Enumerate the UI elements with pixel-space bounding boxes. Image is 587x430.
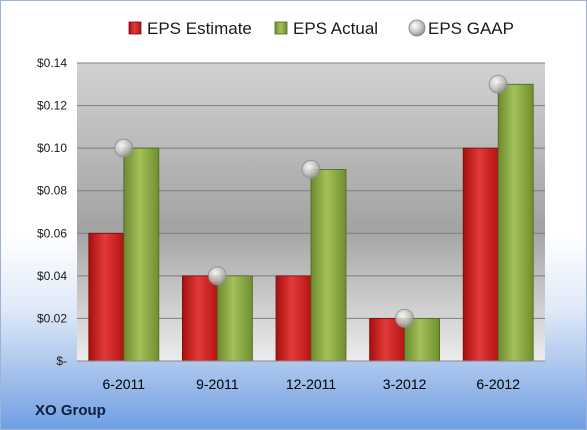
y-tick-label: $0.10 xyxy=(37,141,67,155)
x-tick-label: 9-2011 xyxy=(196,376,239,392)
y-tick-label: $0.08 xyxy=(37,184,67,198)
legend-item-eps-gaap-label: EPS GAAP xyxy=(428,19,514,38)
legend-item-eps-actual-label: EPS Actual xyxy=(293,19,378,38)
x-tick-label: 6-2012 xyxy=(476,376,520,392)
bar-eps-actual xyxy=(216,275,253,362)
legend-item-eps-gaap-swatch xyxy=(408,19,426,37)
gaap-markers xyxy=(114,74,508,328)
y-tick-label: $0.12 xyxy=(37,99,67,113)
bar-eps-estimate xyxy=(462,147,499,362)
y-tick-label: $0.04 xyxy=(37,269,67,283)
y-tick-label: $0.06 xyxy=(37,226,67,240)
bar-eps-estimate xyxy=(275,275,312,362)
x-tick-label: 3-2012 xyxy=(383,376,427,392)
marker-eps-gaap xyxy=(114,138,134,158)
company-name: XO Group xyxy=(35,402,106,419)
bar-eps-estimate xyxy=(88,232,125,362)
bar-eps-estimate xyxy=(181,275,218,362)
y-tick-label: $- xyxy=(56,354,67,368)
legend-item-eps-estimate-swatch xyxy=(128,21,142,35)
marker-eps-gaap xyxy=(488,74,508,94)
x-tick-label: 6-2011 xyxy=(103,376,146,392)
x-axis-labels: 6-2011 9-2011 12-2011 3-2012 6-2012 xyxy=(103,376,521,392)
marker-eps-gaap xyxy=(395,308,415,328)
bar-eps-actual xyxy=(497,83,534,362)
x-tick-label: 12-2011 xyxy=(286,376,337,392)
bar-eps-actual xyxy=(123,147,160,362)
y-tick-label: $0.14 xyxy=(37,56,67,70)
marker-eps-gaap xyxy=(207,266,227,286)
legend-item-eps-actual-swatch xyxy=(274,21,288,35)
legend: EPS Estimate EPS Actual EPS GAAP xyxy=(128,19,514,38)
bar-eps-actual xyxy=(310,169,347,362)
legend-item-eps-estimate-label: EPS Estimate xyxy=(147,19,252,38)
y-tick-label: $0.02 xyxy=(37,311,67,325)
marker-eps-gaap xyxy=(301,159,321,179)
y-axis-ticks: $- $0.02 $0.04 $0.06 $0.08 $0.10 $0.12 $0.14 xyxy=(37,56,67,368)
